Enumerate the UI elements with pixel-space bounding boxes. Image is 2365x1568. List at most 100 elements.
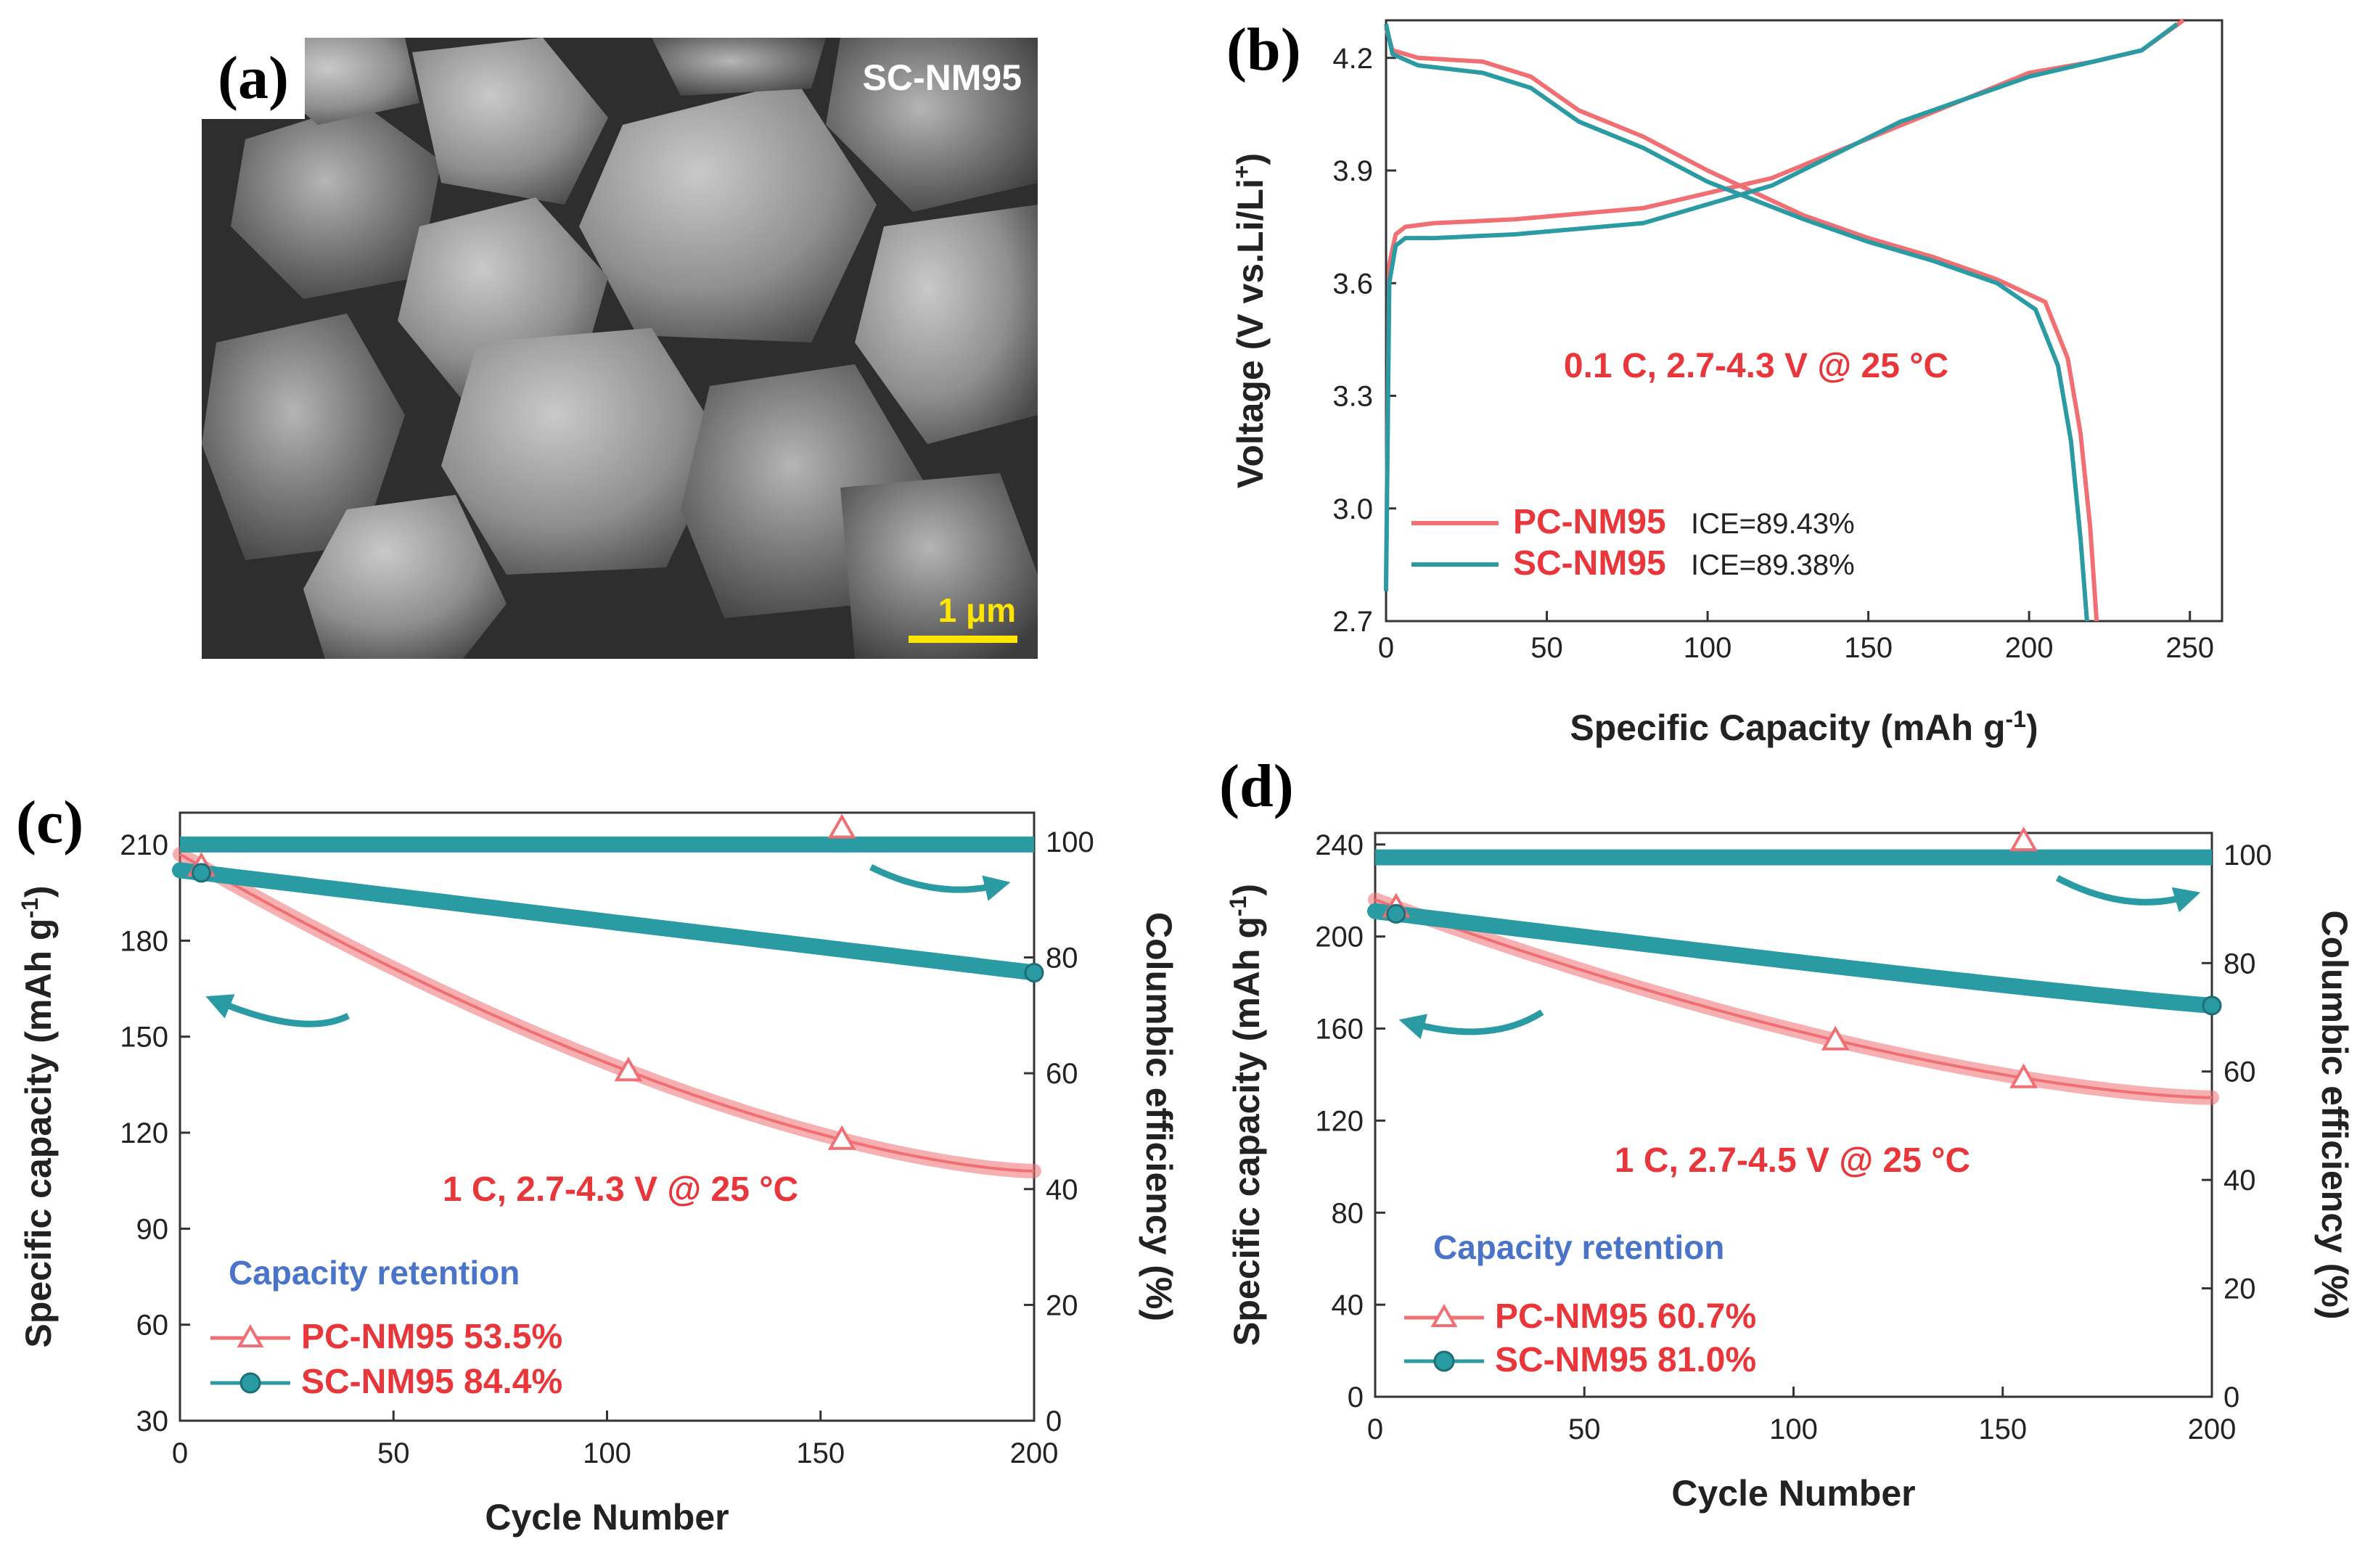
sem-particles (202, 38, 1038, 659)
x-axis-title-b: Specific Capacity (mAh g-1) (1570, 706, 2038, 748)
y-tick-label-b: 3.6 (1332, 268, 1373, 300)
y-tick-label-b: 3.3 (1332, 381, 1373, 413)
y-left-tick-label: 0 (1348, 1382, 1364, 1413)
capacity-series-sc (1367, 903, 2220, 1014)
legend-extra-b: ICE=89.43% (1691, 508, 1855, 540)
legend-marker-sc (239, 1372, 261, 1394)
y-right-tick-label: 100 (1046, 826, 1094, 858)
y-right-tick-label: 0 (1046, 1405, 1062, 1437)
plot-frame-b (1385, 19, 2223, 623)
x-tick-label: 150 (1978, 1413, 2027, 1445)
condition-label: 1 C, 2.7-4.3 V @ 25 °C (443, 1170, 798, 1209)
sem-scale-label: 1 μm (938, 591, 1016, 629)
x-tick-label-b: 200 (2005, 632, 2054, 664)
series-line-b-2 (1384, 22, 2178, 591)
y-tick-label-b: 2.7 (1332, 606, 1373, 638)
y-left-axis-title: Specific capacity (mAh g-1) (17, 886, 59, 1348)
panel-c-letter: (c) (16, 789, 84, 856)
sem-image: (a) SC-NM95 1 μm (202, 38, 1038, 659)
y-left-tick-label: 30 (136, 1405, 169, 1437)
panel-d-letter: (d) (1219, 752, 1294, 820)
y-axis-title-b: Voltage (V vs.Li/Li+) (1229, 153, 1271, 488)
x-tick-label: 50 (1568, 1413, 1601, 1445)
legend-marker-pc (1430, 1303, 1458, 1327)
series-line-b-1 (1384, 27, 2099, 622)
y-right-axis-title: Columbic efficiency (%) (1139, 912, 1179, 1321)
x-tick-label: 50 (377, 1437, 410, 1469)
x-tick-label-b: 100 (1684, 632, 1732, 664)
y-left-tick-label: 180 (120, 925, 168, 957)
capacity-series-pc-core (179, 853, 1035, 1173)
y-right-tick-label: 60 (2223, 1056, 2256, 1088)
legend-marker-pc (237, 1323, 264, 1347)
x-tick-label: 100 (583, 1437, 631, 1469)
pc-marker (827, 1125, 856, 1150)
sem-scale-bar (909, 636, 1017, 643)
y-left-tick-label: 200 (1315, 921, 1364, 953)
pc-marker (614, 1056, 643, 1082)
capacity-series-pc-core (1374, 898, 2213, 1099)
legend-name-b: PC-NM95 (1513, 503, 1666, 541)
ce-pc-marker (2009, 826, 2038, 852)
panel-a-letter: (a) (202, 38, 305, 119)
legend-label: PC-NM95 53.5% (301, 1318, 562, 1356)
capacity-series-sc (172, 862, 1042, 981)
legend-name-b: SC-NM95 (1513, 544, 1666, 583)
sc-marker (2202, 996, 2222, 1016)
x-tick-label: 200 (2188, 1413, 2237, 1445)
sem-sample-label: SC-NM95 (862, 57, 1022, 98)
series-line-b-3 (1384, 23, 2089, 622)
x-tick-label-b: 0 (1378, 632, 1394, 664)
y-tick-label-b: 4.2 (1332, 43, 1373, 75)
y-tick-label-b: 3.0 (1332, 493, 1373, 525)
x-tick-label: 0 (1367, 1413, 1383, 1445)
y-left-tick-label: 160 (1315, 1014, 1364, 1046)
x-tick-label-b: 250 (2165, 632, 2214, 664)
y-right-tick-label: 0 (2223, 1382, 2239, 1413)
y-tick-label-b: 3.9 (1332, 155, 1373, 187)
ce-pc-marker (827, 813, 856, 839)
legend-label: SC-NM95 84.4% (301, 1363, 562, 1401)
y-right-tick-label: 40 (1046, 1174, 1078, 1206)
y-left-tick-label: 120 (120, 1117, 168, 1149)
legend-extra-b: ICE=89.38% (1691, 549, 1855, 581)
y-left-tick-label: 240 (1315, 829, 1364, 861)
sc-marker (191, 863, 211, 883)
y-left-tick-label: 210 (120, 829, 168, 861)
y-right-tick-label: 20 (2223, 1273, 2256, 1305)
y-left-tick-label: 120 (1315, 1105, 1364, 1137)
y-left-tick-label: 150 (120, 1022, 168, 1054)
arrow-left-axis (205, 994, 351, 1027)
sem-grains (202, 38, 1038, 659)
y-right-tick-label: 100 (2223, 840, 2272, 871)
retention-title: Capacity retention (1433, 1228, 1724, 1266)
y-left-tick-label: 40 (1332, 1289, 1364, 1321)
sc-marker (1386, 903, 1406, 924)
y-right-tick-label: 80 (1046, 943, 1078, 974)
x-axis-title: Cycle Number (1671, 1473, 1915, 1514)
x-tick-label: 100 (1769, 1413, 1818, 1445)
y-right-tick-label: 20 (1046, 1289, 1078, 1321)
pc-marker (1821, 1025, 1850, 1051)
x-tick-label-b: 150 (1844, 632, 1893, 664)
arrow-right-axis (2055, 875, 2201, 913)
x-axis-title: Cycle Number (485, 1497, 729, 1538)
x-tick-label: 150 (796, 1437, 845, 1469)
y-right-tick-label: 60 (1046, 1058, 1078, 1090)
legend-label: SC-NM95 81.0% (1495, 1341, 1756, 1379)
arrow-right-axis (869, 863, 1011, 901)
x-tick-label: 0 (172, 1437, 188, 1469)
panel-b-letter: (b) (1226, 16, 1301, 83)
y-right-tick-label: 40 (2223, 1165, 2256, 1196)
condition-label-b: 0.1 C, 2.7-4.3 V @ 25 °C (1564, 347, 1948, 385)
x-tick-label-b: 50 (1530, 632, 1563, 664)
condition-label: 1 C, 2.7-4.5 V @ 25 °C (1615, 1141, 1970, 1180)
y-right-axis-title: Columbic efficiency (%) (2314, 911, 2355, 1320)
x-tick-label: 200 (1010, 1437, 1059, 1469)
legend-marker-sc (1433, 1350, 1455, 1372)
y-left-tick-label: 90 (136, 1213, 169, 1245)
y-left-tick-label: 80 (1332, 1197, 1364, 1229)
